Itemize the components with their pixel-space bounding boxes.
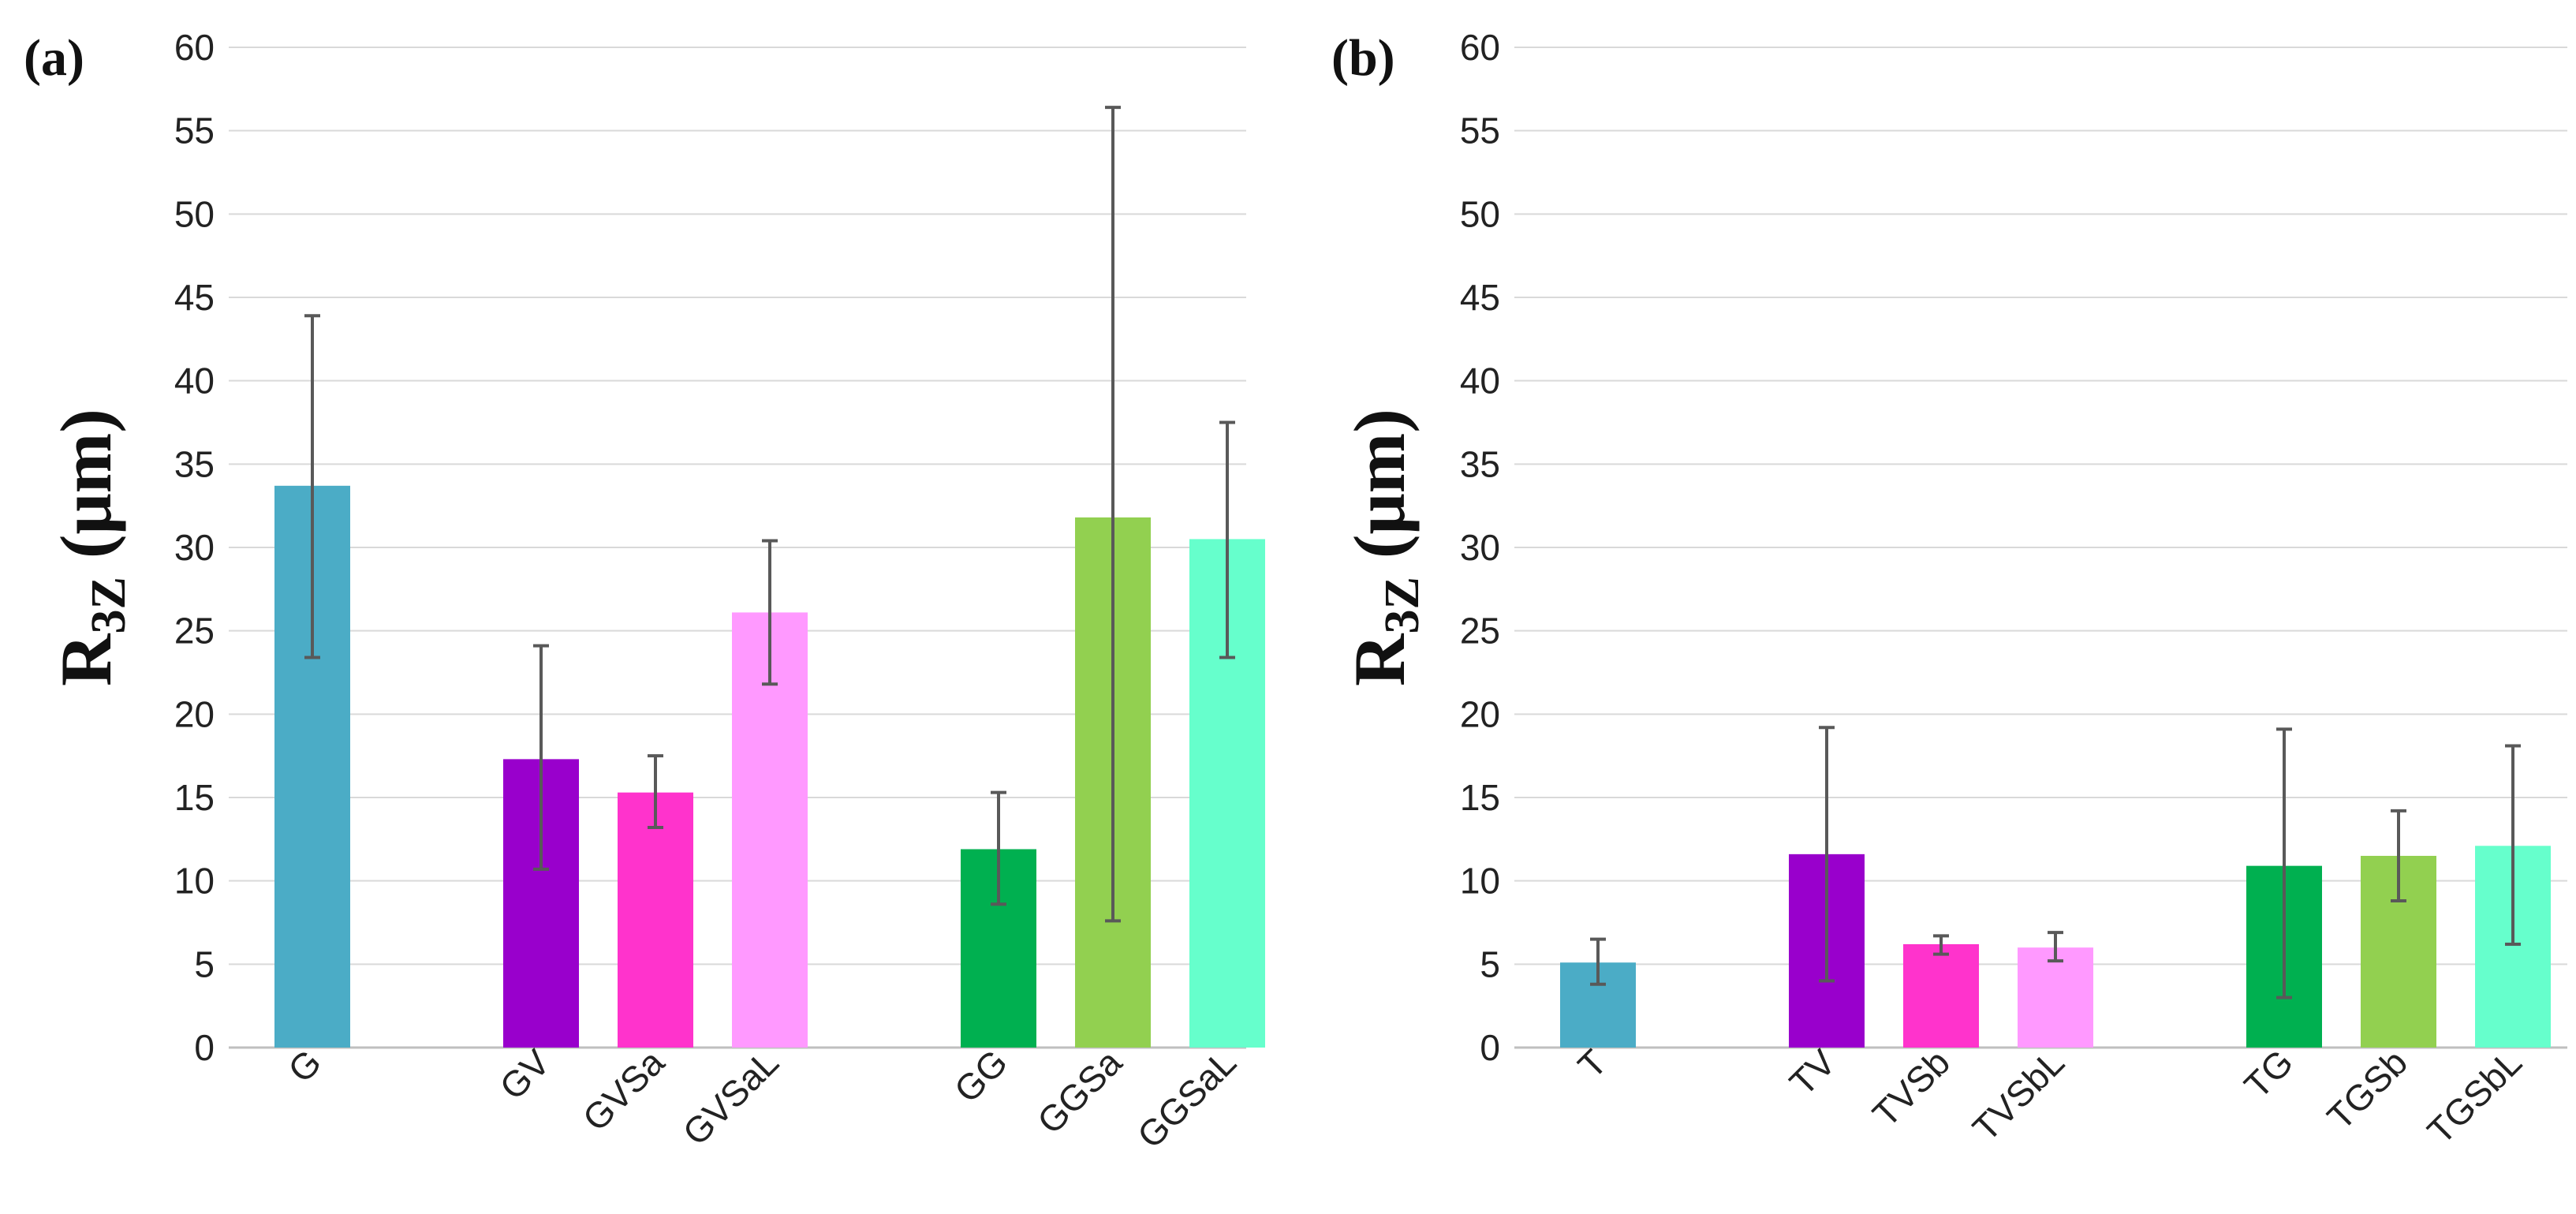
y-tick-label: 0 [1480, 1027, 1500, 1068]
x-tick-label-GGSaL: GGSaL [1129, 1041, 1244, 1156]
y-tick-label: 10 [1460, 861, 1500, 902]
y-tick-label: 20 [174, 693, 215, 734]
y-tick-label: 60 [174, 27, 215, 68]
y-tick-label: 55 [174, 110, 215, 151]
x-tick-label-GG: GG [946, 1041, 1015, 1110]
x-tick-label-TV: TV [1782, 1041, 1844, 1104]
y-tick-label: 50 [1460, 193, 1500, 234]
x-tick-label-TVSb: TVSb [1865, 1041, 1958, 1134]
y-tick-label: 15 [1460, 777, 1500, 818]
y-axis-label: R3Z (μm) [46, 409, 136, 686]
y-axis-label: R3Z (μm) [1339, 409, 1429, 686]
x-tick-label-GGSa: GGSa [1029, 1041, 1129, 1141]
bar-TVSb [1903, 943, 1979, 1048]
x-tick-label-TG: TG [2236, 1041, 2301, 1106]
y-axis-label-unit: (μm) [1339, 409, 1420, 577]
y-axis-label-unit: (μm) [46, 409, 126, 577]
y-tick-label: 30 [1460, 527, 1500, 568]
x-tick-label-TGSb: TGSb [2319, 1041, 2415, 1137]
y-tick-label: 40 [1460, 360, 1500, 402]
panel-label: (b) [1331, 29, 1395, 87]
x-tick-label-G: G [280, 1041, 329, 1090]
y-tick-label: 30 [174, 527, 215, 568]
y-axis-label-subscript: 3Z [82, 577, 136, 633]
y-tick-label: 25 [174, 611, 215, 652]
y-axis-label-main: R [46, 633, 126, 686]
y-tick-label: 35 [174, 443, 215, 484]
y-tick-label: 45 [174, 277, 215, 318]
panel-label: (a) [24, 29, 84, 87]
y-tick-label: 60 [1460, 27, 1500, 68]
y-tick-label: 35 [1460, 443, 1500, 484]
bar-TVSbL [2018, 947, 2093, 1048]
y-tick-label: 25 [1460, 611, 1500, 652]
y-tick-label: 20 [1460, 693, 1500, 734]
y-tick-label: 45 [1460, 277, 1500, 318]
y-tick-label: 50 [174, 193, 215, 234]
bar-GVSa [618, 792, 693, 1048]
y-tick-label: 5 [194, 943, 215, 984]
y-tick-label: 15 [174, 777, 215, 818]
x-tick-label-GVSaL: GVSaL [674, 1041, 786, 1153]
y-tick-label: 40 [174, 360, 215, 402]
x-tick-label-TVSbL: TVSbL [1965, 1041, 2072, 1149]
x-tick-label-TGSbL: TGSbL [2419, 1041, 2529, 1152]
y-tick-label: 55 [1460, 110, 1500, 151]
y-tick-label: 0 [194, 1027, 215, 1068]
y-tick-label: 5 [1480, 943, 1500, 984]
x-tick-label-GV: GV [491, 1041, 558, 1108]
y-axis-label-main: R [1339, 633, 1420, 686]
x-tick-label-GVSa: GVSa [575, 1041, 673, 1139]
y-axis-label-subscript: 3Z [1376, 577, 1429, 633]
y-tick-label: 10 [174, 861, 215, 902]
